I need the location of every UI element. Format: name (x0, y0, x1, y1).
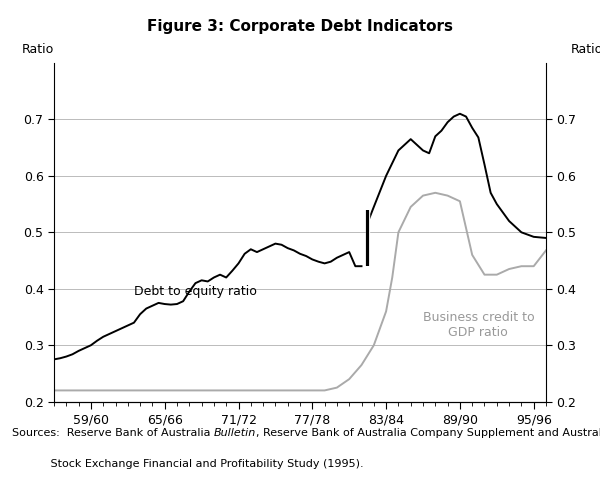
Text: Debt to equity ratio: Debt to equity ratio (134, 285, 257, 298)
Text: Ratio: Ratio (22, 43, 54, 56)
Text: Bulletin: Bulletin (214, 428, 256, 438)
Text: Figure 3: Corporate Debt Indicators: Figure 3: Corporate Debt Indicators (147, 19, 453, 34)
Text: Sources:  Reserve Bank of Australia: Sources: Reserve Bank of Australia (12, 428, 214, 438)
Text: Ratio: Ratio (571, 43, 600, 56)
Text: Business credit to
GDP ratio: Business credit to GDP ratio (422, 311, 534, 339)
Text: Stock Exchange Financial and Profitability Study (1995).: Stock Exchange Financial and Profitabili… (12, 459, 364, 469)
Text: , Reserve Bank of Australia Company Supplement and Australian: , Reserve Bank of Australia Company Supp… (256, 428, 600, 438)
